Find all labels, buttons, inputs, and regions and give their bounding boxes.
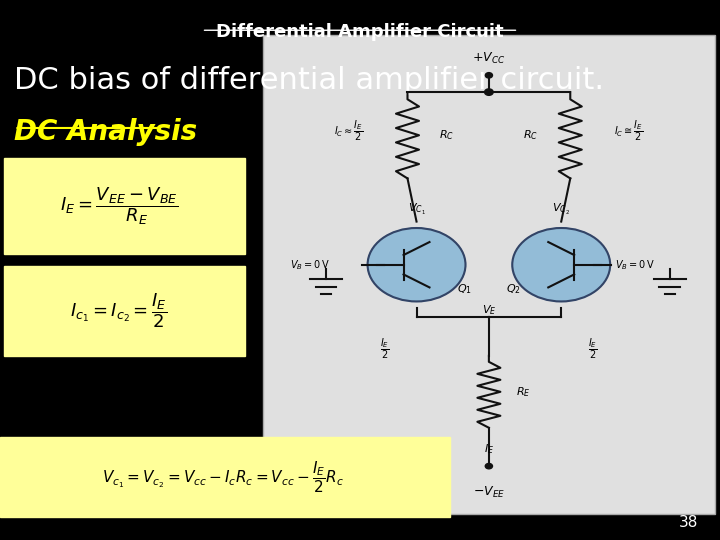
Text: $I_E = \dfrac{V_{EE} - V_{BE}}{R_E}$: $I_E = \dfrac{V_{EE} - V_{BE}}{R_E}$ [60,185,178,227]
Text: $I_C \approx \dfrac{I_E}{2}$: $I_C \approx \dfrac{I_E}{2}$ [334,118,364,143]
FancyBboxPatch shape [4,266,245,356]
Text: $I_E$: $I_E$ [484,442,494,456]
Text: $\dfrac{I_E}{2}$: $\dfrac{I_E}{2}$ [588,336,598,361]
Text: $V_{C_2}$: $V_{C_2}$ [552,202,570,218]
Circle shape [512,228,610,301]
Text: $V_B = 0\,\mathrm{V}$: $V_B = 0\,\mathrm{V}$ [290,258,330,272]
Text: $V_E$: $V_E$ [482,303,496,318]
Text: Differential Amplifier Circuit: Differential Amplifier Circuit [216,23,504,40]
Text: $R_C$: $R_C$ [523,129,539,142]
Text: $R_C$: $R_C$ [439,129,454,142]
Text: $R_E$: $R_E$ [516,385,531,399]
FancyBboxPatch shape [4,158,245,254]
Circle shape [368,228,466,301]
Text: $V_{C_1}$: $V_{C_1}$ [408,202,426,218]
Text: DC Analysis: DC Analysis [14,118,197,146]
Circle shape [485,89,493,96]
FancyBboxPatch shape [0,437,450,517]
FancyBboxPatch shape [263,35,715,514]
Text: $Q_2$: $Q_2$ [505,282,521,295]
Text: $I_C \cong \dfrac{I_E}{2}$: $I_C \cong \dfrac{I_E}{2}$ [614,118,644,143]
Text: 38: 38 [679,515,698,530]
Text: $Q_1$: $Q_1$ [457,282,472,295]
Text: $\dfrac{I_E}{2}$: $\dfrac{I_E}{2}$ [380,336,390,361]
Text: $V_B = 0\,\mathrm{V}$: $V_B = 0\,\mathrm{V}$ [616,258,655,272]
Text: DC bias of differential amplifier circuit.: DC bias of differential amplifier circui… [14,66,604,95]
Text: $+V_{CC}$: $+V_{CC}$ [472,51,505,66]
Circle shape [485,72,492,78]
Circle shape [485,463,492,469]
Text: $I_{c_1} = I_{c_2} = \dfrac{I_E}{2}$: $I_{c_1} = I_{c_2} = \dfrac{I_E}{2}$ [70,292,168,330]
Text: $V_{c_1} = V_{c_2} = V_{cc} - I_c R_c = V_{cc} - \dfrac{I_E}{2} R_c$: $V_{c_1} = V_{c_2} = V_{cc} - I_c R_c = … [102,459,344,495]
Text: $-V_{EE}$: $-V_{EE}$ [473,485,505,501]
